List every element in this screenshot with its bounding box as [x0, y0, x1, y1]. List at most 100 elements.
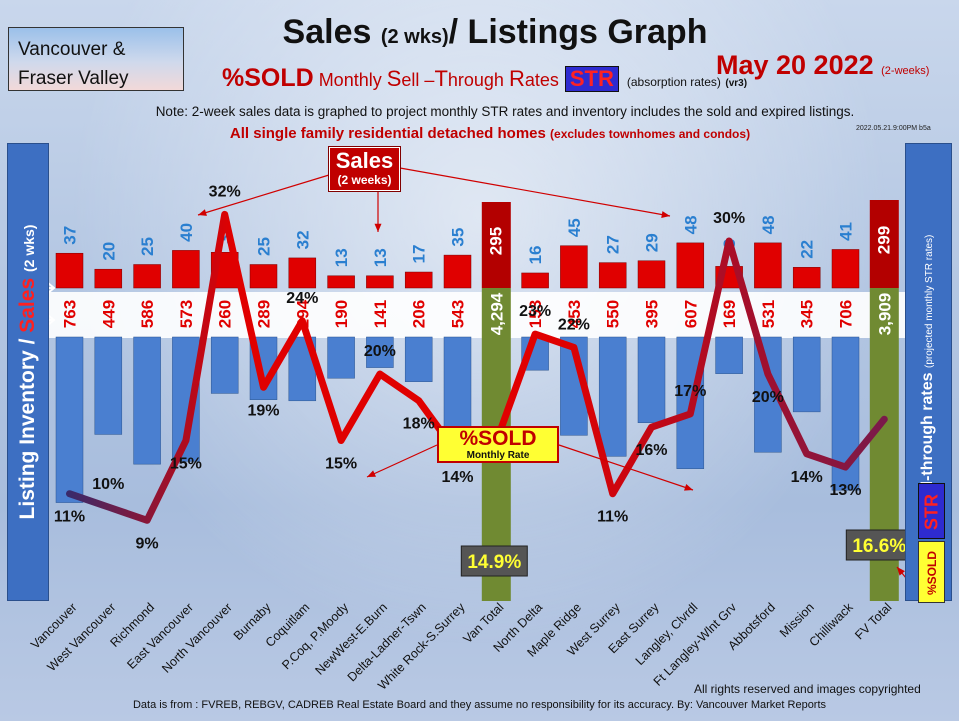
total-sales-label: 299: [874, 226, 893, 254]
str-badge: STR: [564, 66, 619, 92]
sold-rate-label: 17%: [674, 383, 706, 400]
sold-rate-label: 15%: [325, 456, 357, 473]
date-period: (2-weeks): [881, 65, 930, 77]
str-subtitle: %SOLD Monthly Sell –Through Rates STR (abs…: [222, 64, 748, 92]
inventory-bar: [404, 336, 433, 382]
total-sold-label: 16.6%: [852, 536, 906, 557]
sales-bar: [637, 260, 666, 289]
sales-bar: [560, 245, 588, 289]
inventory-value-label: 449: [99, 300, 118, 328]
sold-arrow-right-head: [684, 484, 693, 491]
inventory-value-label: 169: [720, 300, 739, 328]
inventory-value-label: 141: [371, 300, 390, 328]
sales-arrow-left-head: [198, 209, 207, 216]
sales-bar: [55, 252, 84, 289]
total-sales-bar: [481, 202, 511, 288]
inventory-value-label: 260: [216, 300, 235, 328]
total-sales-label: 295: [486, 227, 505, 255]
sold-rate-label: 20%: [364, 343, 396, 360]
inventory-bar: [366, 336, 394, 368]
sold-rate-callout: %SOLD Monthly Rate: [437, 426, 559, 463]
sold-rate-label: 13%: [829, 482, 861, 499]
sales-callout: Sales (2 weeks): [329, 147, 400, 191]
total-sold-badge: [460, 545, 528, 577]
sales-value-label: 27: [604, 235, 623, 254]
right-axis-label: Sell-through rates (projected monthly ST…: [919, 234, 936, 510]
category-label: Chilliwack: [806, 600, 856, 650]
sold-rate-label: 15%: [170, 456, 202, 473]
region-line-1: Vancouver &: [18, 39, 126, 60]
sales-value-label: 37: [61, 226, 80, 245]
sold-heading: %SOLD: [222, 64, 314, 92]
inventory-value-label: 607: [681, 300, 700, 328]
data-note: Note: 2-week sales data is graphed to pr…: [155, 104, 855, 119]
sales-bar: [521, 272, 549, 289]
inventory-value-label: 345: [798, 300, 817, 328]
inventory-value-label: 4,294: [487, 292, 506, 335]
property-type-note: All single family residential detached h…: [229, 125, 751, 142]
inventory-bar: [637, 336, 666, 423]
sold-rate-label: 11%: [597, 509, 628, 526]
vertical-str-badge: STR: [918, 483, 945, 539]
sold-rate-label: 22%: [558, 316, 590, 333]
sales-bar: [249, 264, 278, 289]
inventory-bar: [94, 336, 123, 435]
left-axis-label: Listing Inventory / Sales (2 wks): [16, 224, 39, 520]
sales-bar: [792, 267, 821, 289]
sold-rate-label: 9%: [136, 535, 159, 552]
sales-bar: [443, 254, 472, 289]
sales-arrow-right-head: [661, 211, 670, 218]
category-label: FV Total: [852, 600, 894, 642]
sold-rate-label: 24%: [286, 290, 318, 307]
left-axis-panel: [7, 143, 49, 601]
report-date: May 20 2022 (2-weeks): [716, 50, 929, 81]
inventory-value-label: 550: [604, 300, 623, 328]
sold-rate-label: 23%: [519, 303, 551, 320]
sales-value-label: 25: [138, 237, 157, 256]
sold-arrow-left-head: [367, 470, 376, 477]
sold-arrow-str-head: [897, 567, 905, 576]
inventory-value-label: 190: [332, 300, 351, 328]
inventory-bar: [55, 336, 84, 503]
sales-value-label: 48: [759, 215, 778, 234]
sales-value-label: 32: [293, 230, 312, 249]
sold-rate-label: 30%: [713, 210, 745, 227]
inventory-bar: [327, 336, 355, 379]
sold-rate-label: 32%: [209, 183, 241, 200]
version-label: (vr3): [725, 78, 748, 89]
vertical-sold-badge: %SOLD: [918, 541, 945, 603]
sold-arrow-right: [558, 444, 694, 491]
data-source-note: Data is from : FVREB, REBGV, CADREB Real…: [132, 699, 827, 711]
sold-rate-label: 20%: [752, 389, 784, 406]
region-label-box: Vancouver & Fraser Valley: [8, 27, 184, 91]
sales-value-label: 13: [371, 248, 390, 267]
inventory-bar: [792, 336, 821, 413]
sales-arrow-down-head: [374, 223, 382, 232]
copyright-note: All rights reserved and images copyright…: [694, 682, 921, 696]
sold-rate-label: 14%: [441, 469, 473, 486]
sold-rate-label: 14%: [791, 469, 823, 486]
inventory-bar: [598, 336, 627, 457]
inventory-value-label: 573: [177, 300, 196, 328]
sales-value-label: 16: [526, 245, 545, 264]
inventory-value-label: 453: [565, 300, 584, 328]
inventory-value-label: 543: [449, 300, 468, 328]
sales-bar: [754, 242, 782, 289]
sold-rate-label: 10%: [92, 476, 124, 493]
sales-value-label: 41: [837, 222, 856, 241]
inventory-value-label: 3,909: [875, 293, 894, 336]
inventory-value-label: 289: [255, 300, 274, 328]
title-listings-graph: / Listings Graph: [448, 13, 708, 51]
sold-rate-label: 18%: [403, 416, 435, 433]
total-sales-bar: [869, 200, 899, 288]
inventory-value-label: 395: [643, 300, 662, 328]
inventory-bar: [715, 336, 743, 374]
inventory-value-label: 206: [410, 300, 429, 328]
category-label: North Vancouver: [159, 600, 235, 676]
date-main: May 20 2022: [716, 50, 874, 80]
category-label: East Vancouver: [124, 600, 196, 672]
sales-arrow-left: [197, 174, 330, 216]
sales-bar: [327, 275, 355, 289]
sales-value-label: 35: [449, 228, 468, 247]
